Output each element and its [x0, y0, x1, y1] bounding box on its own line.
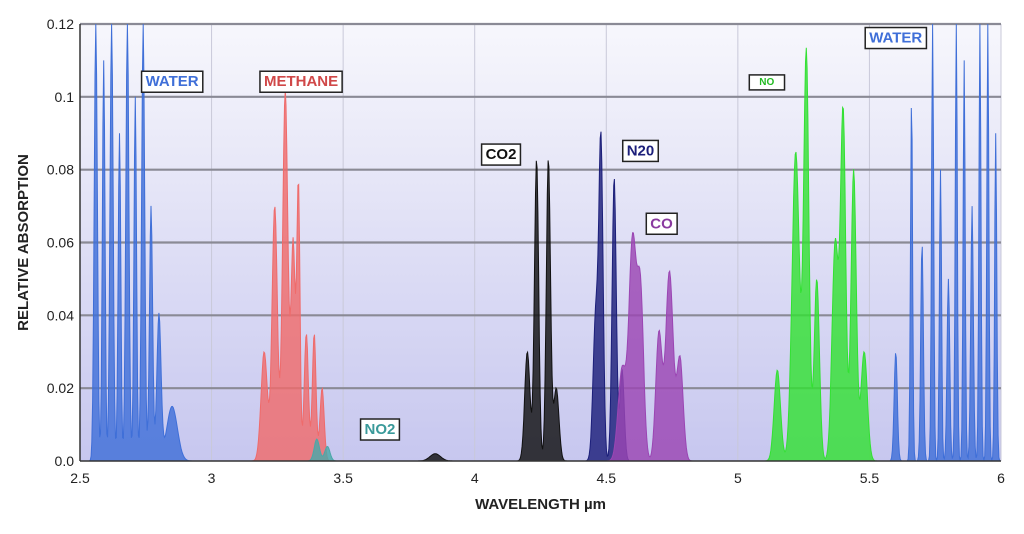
y-tick-label: 0.08	[47, 162, 74, 178]
label-text: WATER	[146, 73, 199, 90]
label-text: CO	[650, 215, 673, 232]
label-co: CO	[645, 212, 678, 236]
label-text: N20	[627, 142, 655, 159]
x-tick-label: 3.5	[333, 470, 353, 486]
label-text: NO	[759, 77, 774, 88]
x-tick-label: 2.5	[70, 470, 90, 486]
label-text: METHANE	[264, 73, 338, 90]
x-tick-label: 5.5	[860, 470, 880, 486]
grid-lines	[79, 22, 1002, 461]
label-co2: CO2	[480, 143, 522, 166]
label-box	[621, 139, 660, 163]
x-axis-title: WAVELENGTH µm	[475, 496, 606, 513]
tick-labels: 2.5 3 3.5 4 4.5 5 5.5 6 0.0 0.02 0.04 0.06 0.08 0.1 0.…	[47, 16, 1005, 486]
x-tick-label: 4.5	[597, 470, 617, 486]
y-tick-label: 0.0	[55, 453, 75, 469]
x-tick-label: 4	[471, 470, 479, 486]
label-text: CO2	[486, 146, 517, 163]
y-tick-label: 0.04	[47, 307, 74, 323]
label-box	[864, 26, 928, 50]
x-tick-label: 5	[734, 470, 742, 486]
label-box	[480, 143, 522, 166]
y-tick-label: 0.12	[47, 16, 74, 32]
gas-labels: WATER METHANE NO2 CO2 N20 CO NO WATER	[140, 26, 928, 441]
label-no2: NO2	[359, 418, 401, 441]
x-tick-label: 6	[997, 470, 1005, 486]
label-box	[140, 70, 204, 93]
label-n20: N20	[621, 139, 660, 163]
y-tick-label: 0.1	[55, 89, 75, 105]
label-methane: METHANE	[259, 70, 343, 93]
y-tick-label: 0.02	[47, 380, 74, 396]
label-text: WATER	[869, 30, 922, 47]
label-water: WATER	[140, 70, 204, 93]
label-no: NO	[748, 74, 786, 91]
x-tick-label: 3	[208, 470, 216, 486]
y-axis-title: RELATIVE ABSORPTION	[15, 154, 32, 331]
y-tick-label: 0.06	[47, 235, 74, 251]
label-water: WATER	[864, 26, 928, 50]
label-text: NO2	[365, 421, 396, 438]
label-box	[645, 212, 678, 236]
label-box	[359, 418, 401, 441]
label-box	[259, 70, 343, 93]
label-box	[748, 74, 786, 91]
axes	[79, 24, 1001, 462]
